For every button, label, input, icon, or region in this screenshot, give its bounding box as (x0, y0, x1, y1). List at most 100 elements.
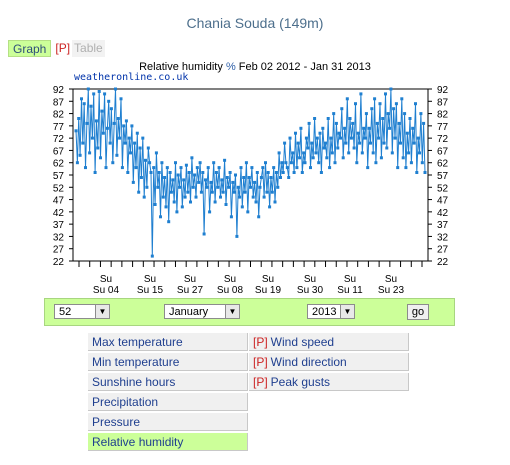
menu-pressure[interactable]: Pressure (88, 413, 248, 431)
premium-badge: [P] (55, 41, 71, 55)
humidity-data-point (289, 161, 293, 165)
humidity-data-point (272, 166, 276, 170)
x-tick-day-label: Su (100, 274, 112, 285)
x-tick-day-label: Su (262, 274, 274, 285)
page-title: Chania Souda (149m) (186, 15, 324, 31)
humidity-data-point (261, 166, 265, 170)
humidity-data-point (148, 161, 152, 165)
y-tick-label-right: 82 (437, 110, 449, 121)
humidity-data-point (114, 87, 117, 91)
humidity-data-point (239, 166, 243, 170)
humidity-data-point (366, 166, 370, 170)
humidity-data-point (359, 92, 363, 96)
humidity-data-point (255, 171, 259, 174)
humidity-data-point (137, 190, 141, 194)
humidity-data-point (340, 107, 344, 111)
menu-min-temperature[interactable]: Min temperature (88, 353, 248, 371)
humidity-data-point (123, 141, 127, 145)
y-tick-label-left: 77 (53, 122, 65, 133)
menu-peak-gusts[interactable]: [P] Peak gusts (249, 373, 409, 391)
humidity-data-point (405, 131, 409, 135)
humidity-data-point (326, 117, 330, 120)
y-tick-label-right: 42 (437, 208, 449, 219)
humidity-data-point (332, 112, 336, 116)
day-select[interactable]: 52 ▼ (54, 304, 110, 319)
y-tick-label-left: 87 (53, 97, 65, 108)
humidity-data-point (309, 166, 312, 170)
humidity-data-point (374, 161, 378, 165)
day-select-value: 52 (59, 306, 72, 318)
humidity-data-point (367, 126, 371, 130)
go-button[interactable]: go (407, 304, 429, 320)
menu-wind-speed[interactable]: [P] Wind speed (249, 333, 409, 351)
humidity-data-point (265, 190, 269, 194)
humidity-data-point (80, 97, 83, 101)
humidity-data-point (347, 151, 351, 155)
humidity-data-point (183, 195, 187, 199)
humidity-data-point (108, 141, 112, 145)
humidity-data-point (107, 99, 111, 103)
humidity-data-point (270, 190, 274, 194)
humidity-data-point (172, 200, 176, 204)
menu-label: Peak gusts (270, 375, 331, 389)
humidity-data-point (145, 185, 149, 189)
year-select-value: 2013 (312, 306, 337, 318)
humidity-data-point (319, 171, 323, 174)
humidity-data-point (246, 210, 250, 214)
humidity-data-point (146, 146, 150, 150)
humidity-data-point (219, 195, 222, 199)
humidity-data-point (221, 190, 225, 194)
humidity-data-point (279, 176, 282, 179)
x-tick-day-label: Su (344, 274, 356, 285)
menu-max-temperature[interactable]: Max temperature (88, 333, 248, 351)
humidity-data-point (187, 171, 191, 174)
humidity-data-point (232, 190, 236, 194)
humidity-data-point (415, 171, 419, 174)
humidity-data-point (100, 109, 104, 113)
humidity-data-point (317, 161, 321, 165)
y-tick-label-right: 77 (437, 122, 449, 133)
humidity-data-point (97, 90, 101, 93)
humidity-data-point (184, 163, 188, 167)
humidity-data-point (284, 161, 288, 165)
humidity-data-point (281, 171, 285, 174)
humidity-data-point (334, 121, 338, 125)
humidity-data-point (92, 92, 96, 96)
year-select[interactable]: 2013 ▼ (307, 304, 355, 319)
humidity-data-point (88, 151, 92, 155)
menu-precipitation[interactable]: Precipitation (88, 393, 248, 411)
tab-graph[interactable]: Graph (8, 40, 52, 57)
humidity-data-point (212, 161, 216, 165)
humidity-data-point (201, 171, 205, 174)
x-tick-day-label: Su (224, 274, 236, 285)
humidity-data-point (234, 173, 237, 177)
humidity-data-point (90, 136, 94, 140)
tab-table[interactable]: Table (72, 40, 105, 57)
y-tick-label-left: 32 (53, 232, 65, 243)
humidity-data-point (276, 185, 280, 189)
month-select[interactable]: January ▼ (164, 304, 240, 319)
humidity-data-point (409, 161, 413, 165)
humidity-data-point (254, 200, 258, 204)
humidity-data-point (390, 151, 394, 155)
humidity-data-point (264, 161, 267, 165)
humidity-data-point (370, 107, 374, 111)
menu-sunshine-hours[interactable]: Sunshine hours (88, 373, 248, 391)
humidity-data-point (371, 151, 375, 155)
y-tick-label-left: 72 (53, 134, 65, 145)
x-tick-date-label: Su 19 (255, 285, 282, 296)
humidity-data-point (268, 205, 272, 209)
menu-wind-direction[interactable]: [P] Wind direction (249, 353, 409, 371)
humidity-data-point (363, 136, 367, 140)
humidity-data-point (298, 156, 302, 160)
humidity-data-point (315, 136, 319, 140)
humidity-data-point (397, 121, 401, 125)
humidity-data-point (236, 185, 240, 189)
chart-title-range: Feb 02 2012 - Jan 31 2013 (238, 61, 371, 73)
y-tick-label-right: 32 (437, 232, 449, 243)
chevron-down-icon: ▼ (225, 305, 239, 318)
humidity-data-point (127, 136, 131, 140)
menu-relative-humidity[interactable]: Relative humidity (88, 433, 248, 451)
y-tick-label-right: 62 (437, 159, 449, 170)
humidity-data-point (105, 126, 109, 130)
